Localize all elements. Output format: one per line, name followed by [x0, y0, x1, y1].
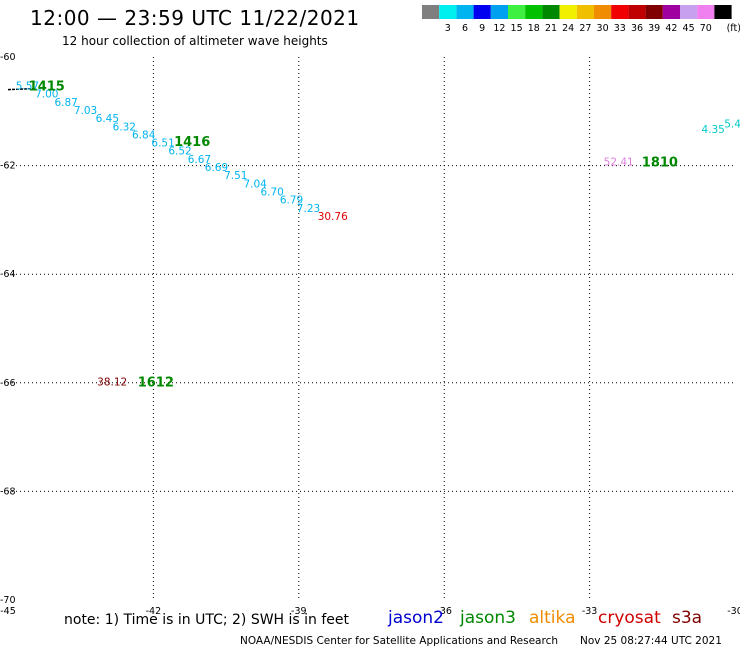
wave-height-value: 7.23 — [297, 203, 320, 215]
wave-height-value: 6.45 — [96, 113, 119, 125]
x-tick-label: -36 — [436, 606, 452, 617]
wave-height-value: 6.51 — [151, 138, 174, 150]
pass-time-label: 1415 — [29, 80, 65, 95]
legend-swatch — [508, 5, 526, 19]
mission-altika: altika — [529, 608, 576, 628]
legend-label: 6 — [462, 23, 468, 34]
legend-swatch — [490, 5, 508, 19]
legend-swatch — [645, 5, 663, 19]
wave-height-value: 38.12 — [97, 377, 127, 389]
color-legend: 3 6 9 12 15 18 21 24 27 30 33 36 39 42 45 70 (ft) — [422, 5, 740, 34]
mission-s3a: s3a — [672, 608, 703, 628]
legend-label: 18 — [528, 23, 540, 34]
legend-label: 9 — [479, 23, 485, 34]
legend-swatch — [594, 5, 612, 19]
legend-swatch — [439, 5, 457, 19]
legend-swatch — [576, 5, 594, 19]
legend-swatch — [559, 5, 577, 19]
legend-swatch — [714, 5, 732, 19]
legend-label: 45 — [683, 23, 695, 34]
wave-height-value: 7.03 — [74, 105, 97, 117]
legend-label: 27 — [579, 23, 591, 34]
wave-height-value: 6.69 — [205, 162, 228, 174]
mission-jason3: jason3 — [460, 608, 516, 628]
pass-time-label: 1612 — [138, 376, 174, 391]
legend-swatch — [456, 5, 474, 19]
wave-height-value: 52.41 — [604, 157, 634, 169]
x-tick-label: -39 — [291, 606, 307, 617]
legend-swatch — [422, 5, 440, 19]
pass-time-labels: 1415 1416 1612 1810 — [29, 80, 678, 391]
wave-height-value: 5.57 — [16, 81, 39, 93]
legend-swatch — [680, 5, 698, 19]
legend-label: 30 — [597, 23, 609, 34]
x-tick-label: -33 — [582, 606, 598, 617]
page-title: 12:00 — 23:59 UTC 11/22/2021 — [30, 6, 360, 30]
pass-time-label: 1810 — [642, 156, 678, 171]
page-subtitle: 12 hour collection of altimeter wave hei… — [62, 34, 328, 48]
legend-label: 39 — [648, 23, 660, 34]
legend-label: 36 — [631, 23, 643, 34]
legend-label: 12 — [493, 23, 505, 34]
legend-label: 70 — [700, 23, 712, 34]
track-start-segment — [7, 87, 37, 91]
y-tick-label: -66 — [0, 378, 16, 389]
mission-cryosat: cryosat — [598, 608, 661, 628]
credit-line: NOAA/NESDIS Center for Satellite Applica… — [240, 635, 558, 647]
legend-swatch — [628, 5, 646, 19]
map-grid — [8, 57, 735, 600]
wave-height-value: 30.76 — [318, 211, 348, 223]
legend-unit: (ft) — [727, 23, 740, 34]
wave-height-labels: 5.577.006.877.036.456.326.846.516.526.67… — [16, 81, 740, 389]
satellite-track — [7, 87, 37, 91]
y-tick-label: -64 — [0, 269, 16, 280]
wave-height-value: 6.70 — [260, 186, 283, 198]
legend-label: 21 — [545, 23, 557, 34]
wave-height-value: 6.79 — [280, 195, 303, 207]
y-tick-label: -68 — [0, 486, 16, 497]
axis-ticks: -45 -42 -39 -36 -33 -30 -60 -62 -64 -66 -68 -70 — [0, 52, 740, 617]
legend-swatch — [473, 5, 491, 19]
wave-height-value: 5.4 — [724, 119, 740, 131]
wave-height-value: 7.51 — [224, 170, 247, 182]
y-tick-label: -62 — [0, 161, 16, 172]
mission-jason2: jason2 — [388, 608, 444, 628]
wave-height-value: 6.32 — [113, 121, 136, 133]
legend-swatch — [542, 5, 560, 19]
y-tick-label: -60 — [0, 52, 16, 63]
timestamp: Nov 25 08:27:44 UTC 2021 — [580, 635, 722, 647]
x-tick-label: -30 — [727, 606, 740, 617]
legend-label: 33 — [614, 23, 626, 34]
wave-height-value: 4.35 — [701, 124, 724, 136]
wave-height-value: 6.52 — [168, 146, 191, 158]
legend-label: 42 — [665, 23, 677, 34]
x-tick-label: -45 — [0, 606, 16, 617]
legend-label: 15 — [511, 23, 523, 34]
wave-height-value: 6.67 — [188, 154, 211, 166]
footer-note: note: 1) Time is in UTC; 2) SWH is in fe… — [64, 612, 350, 628]
y-tick-label: -70 — [0, 595, 16, 606]
wave-height-value: 7.04 — [243, 178, 267, 190]
legend-label: 24 — [562, 23, 574, 34]
x-tick-label: -42 — [146, 606, 162, 617]
legend-swatch — [611, 5, 629, 19]
wave-height-value: 7.00 — [35, 89, 58, 101]
legend-swatch — [697, 5, 715, 19]
wave-height-value: 6.87 — [54, 97, 77, 109]
legend-swatch — [662, 5, 680, 19]
legend-swatch — [525, 5, 543, 19]
legend-label: 3 — [445, 23, 451, 34]
wave-height-value: 6.84 — [132, 129, 156, 141]
pass-time-label: 1416 — [174, 135, 210, 150]
